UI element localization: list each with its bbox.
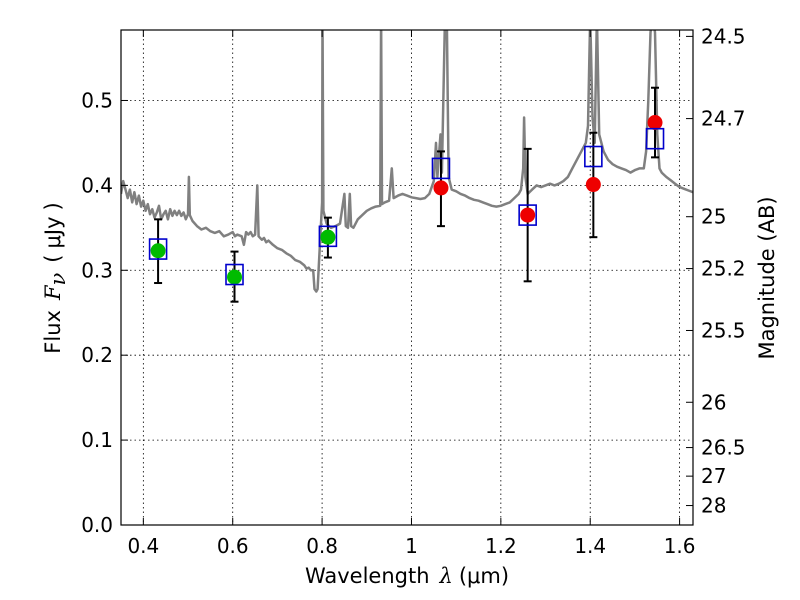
y2-tick-label: 26.5: [701, 436, 746, 460]
y-axis-label-text: Flux: [41, 310, 65, 354]
model-spectrum-line: [121, 30, 693, 293]
x-tick-label: 1: [405, 534, 418, 558]
model-photometry-box: [318, 225, 338, 248]
x-tick-label: 0.4: [127, 534, 159, 558]
y-tick-label: 0.3: [81, 258, 113, 282]
x-tick-label: 1.2: [485, 534, 517, 558]
y2-tick-label: 24.5: [701, 24, 746, 48]
photometry-point: [585, 177, 601, 193]
y-axis-unit-close: ): [41, 202, 65, 210]
y-axis-unit: μJy: [41, 217, 65, 249]
y-axis-label: Flux Fν ( μJy): [41, 202, 70, 353]
y2-tick-label: 25.2: [701, 257, 746, 281]
y-tick-label: 0.0: [81, 513, 113, 537]
model-photometry-box: [431, 157, 451, 180]
x-tick-label: 1.6: [664, 534, 696, 558]
y2-tick-label: 28: [701, 494, 726, 518]
x-axis-symbol: λ: [439, 564, 453, 588]
photometry-point: [647, 115, 663, 131]
y2-tick-label: 26: [701, 390, 726, 414]
y2-tick-label: 25: [701, 205, 726, 229]
model-photometry-box: [148, 238, 168, 260]
x-tick-label: 0.8: [306, 534, 338, 558]
x-axis-label: Wavelength λ (μm): [305, 564, 509, 588]
y2-tick-label: 25.5: [701, 318, 746, 342]
y2-tick-label: 27: [701, 464, 726, 488]
y-tick-label: 0.4: [81, 173, 113, 197]
axis-ticks-layer: 0.4 0.6 0.8 1 1.2 1.4 1.6 0.0 0.1 0.2 0.3 0.4 0.5 24.…: [81, 24, 745, 558]
model-photometry-box: [584, 145, 603, 168]
y-tick-label: 0.5: [81, 88, 113, 112]
plot-background: [121, 30, 693, 525]
y-tick-label: 0.2: [81, 343, 113, 367]
y-axis-unit-open: (: [41, 254, 65, 262]
photometry-points-layer: [150, 115, 663, 285]
y-axis-subscript: ν: [46, 272, 70, 285]
y2-tick-label: 24.7: [701, 107, 746, 131]
plot-frame: [120, 29, 694, 526]
model-spectrum-layer: [121, 30, 693, 293]
model-photometry-boxes-layer: [148, 127, 665, 286]
photometry-point: [433, 180, 449, 196]
x-tick-label: 0.6: [217, 534, 249, 558]
model-photometry-box: [645, 127, 665, 150]
x-axis-unit: (μm): [459, 564, 509, 588]
photometry-point: [150, 243, 166, 259]
y2-axis-label: Magnitude (AB): [755, 196, 779, 359]
photometry-point: [227, 269, 243, 285]
photometry-point: [520, 207, 536, 223]
x-axis-label-text: Wavelength: [305, 564, 430, 588]
photometry-point: [320, 229, 336, 245]
model-photometry-box: [518, 204, 537, 226]
y-axis-symbol: F: [41, 284, 65, 301]
model-photometry-box: [225, 263, 244, 286]
x-tick-label: 1.4: [574, 534, 606, 558]
y-tick-label: 0.1: [81, 428, 113, 452]
